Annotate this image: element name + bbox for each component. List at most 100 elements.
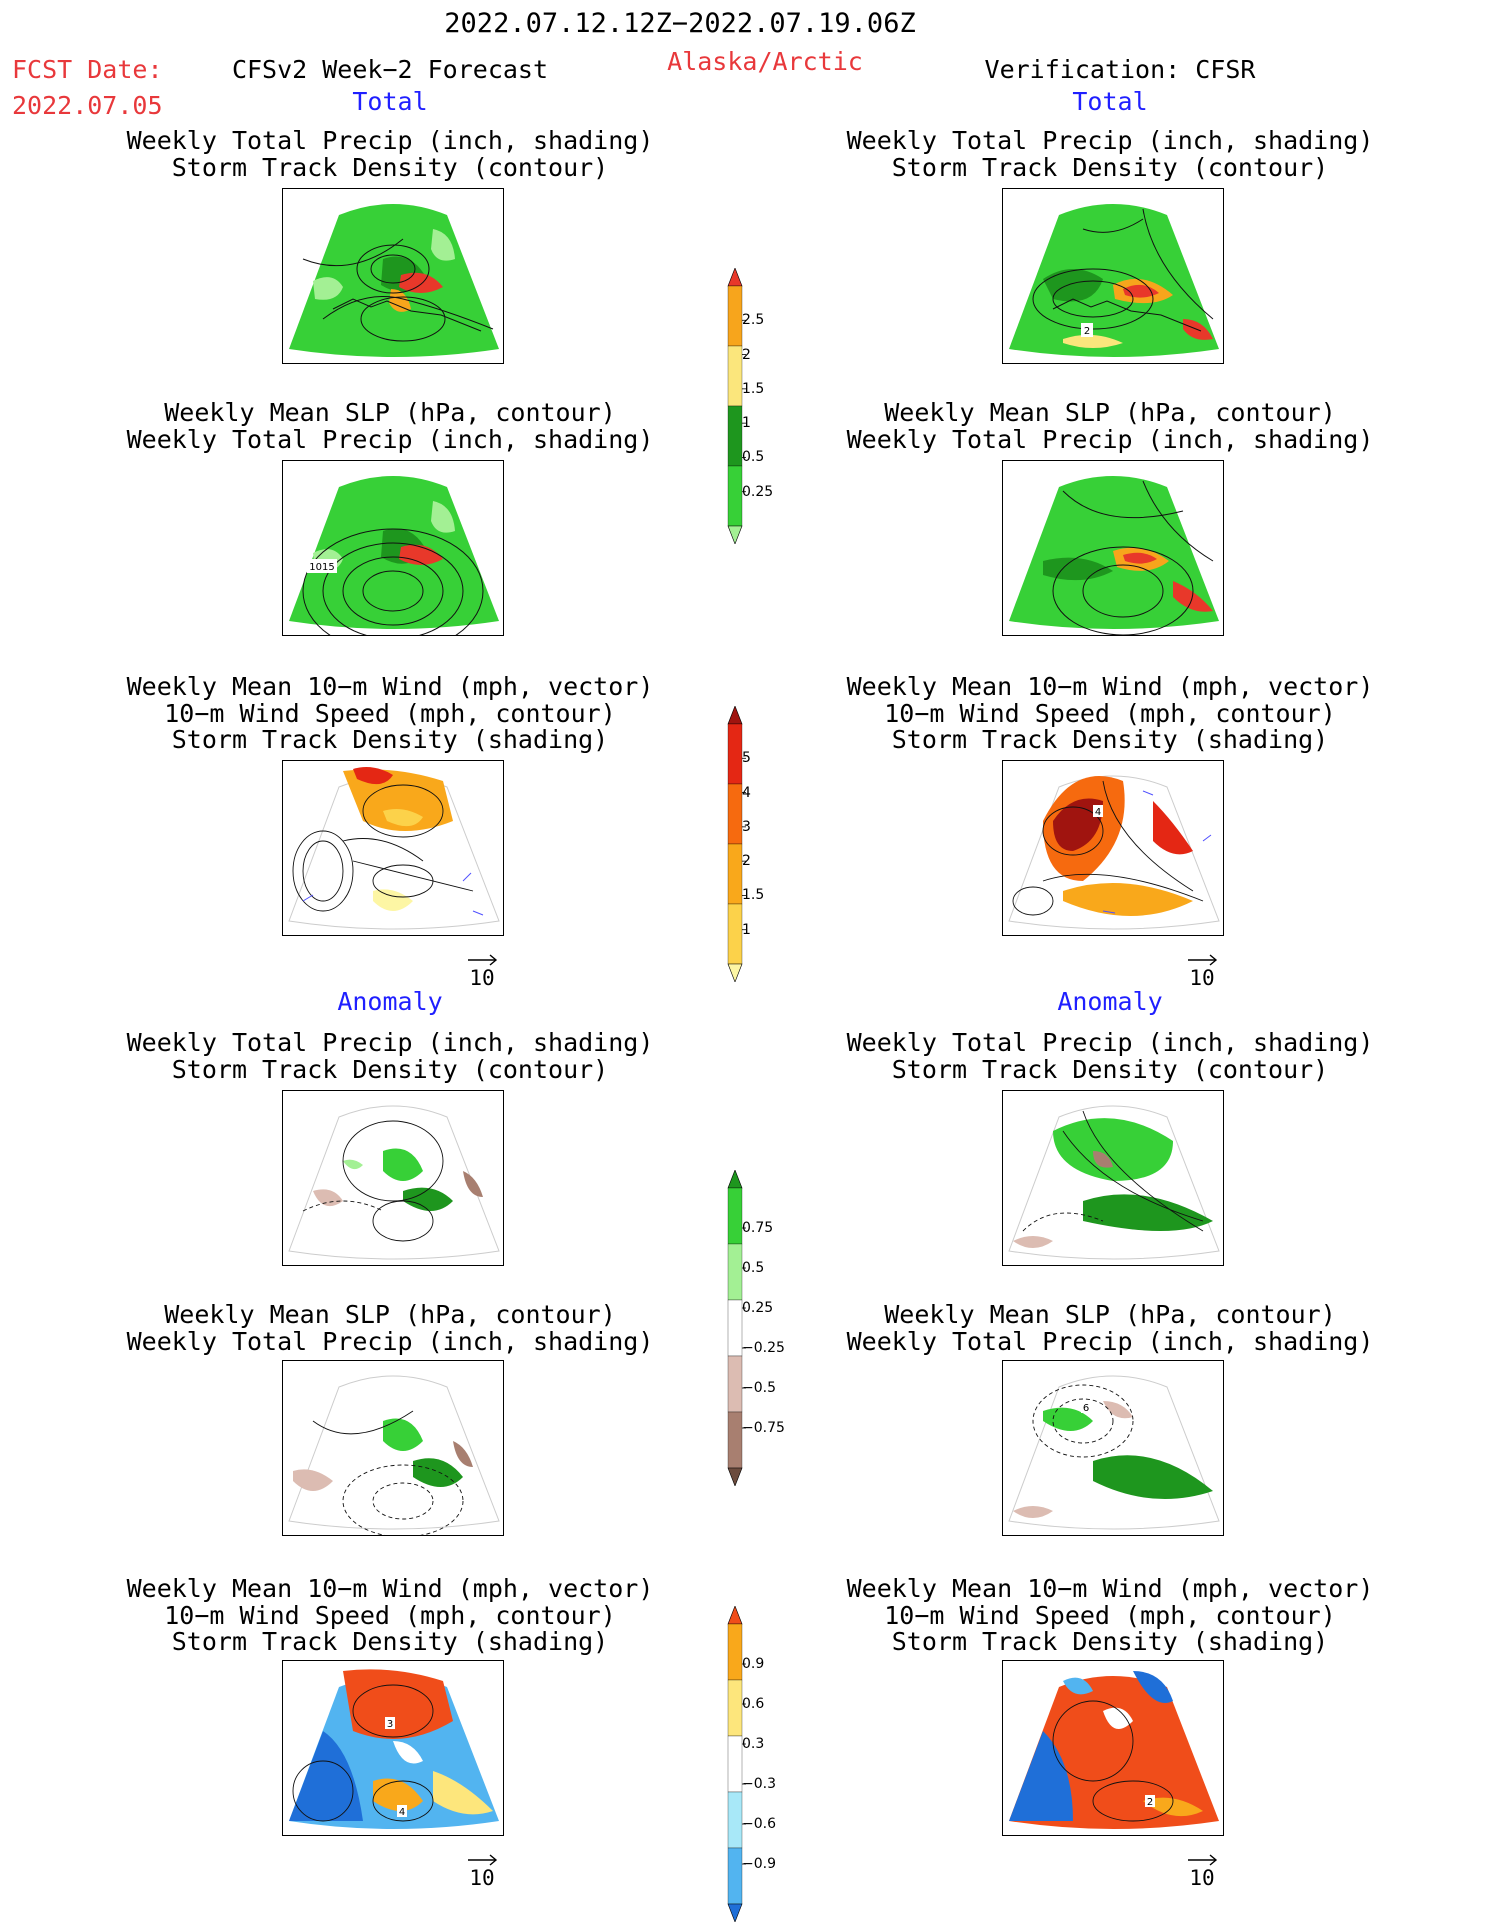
title-total-precip-right: Weekly Total Precip (inch, shading) Stor… xyxy=(820,126,1400,182)
colorbar-label: 2.5 xyxy=(742,312,765,329)
arrow-right-icon xyxy=(468,954,498,966)
map-fcst-anom-slp-precip xyxy=(282,1360,504,1536)
colorbar-label: 2 xyxy=(742,853,751,870)
title-line: Weekly Mean 10−m Wind (mph, vector) xyxy=(846,672,1374,701)
colorbar-wind-anomaly: 0.9 0.6 0.3 −0.3 −0.6 −0.9 xyxy=(722,1606,802,1922)
ref-vector-cfsr-total: 10 xyxy=(1172,954,1232,990)
colorbar-top-tip xyxy=(727,706,743,725)
colorbar-label: 5 xyxy=(742,750,751,767)
contour-label: 3 xyxy=(387,1719,393,1730)
colorbar-label: −0.25 xyxy=(742,1340,785,1356)
colorbar-top-tip xyxy=(727,1606,743,1625)
period-title: 2022.07.12.12Z−2022.07.19.06Z xyxy=(444,8,916,39)
colorbar-top-tip xyxy=(727,268,743,287)
colorbar-segment xyxy=(727,1735,743,1793)
map-cfsr-anom-slp-precip: 6 xyxy=(1002,1360,1224,1536)
title-line: Weekly Total Precip (inch, shading) xyxy=(846,126,1374,155)
colorbar-segment xyxy=(727,783,743,845)
title-total-slp-right: Weekly Mean SLP (hPa, contour) Weekly To… xyxy=(820,398,1400,454)
colorbar-graphic xyxy=(727,1170,746,1486)
map-fcst-anom-wind: 3 4 xyxy=(282,1660,504,1836)
colorbar-total-precip: 2.5 2 1.5 1 0.5 0.25 xyxy=(722,268,802,558)
ref-vector-fcst-total: 10 xyxy=(452,954,512,990)
map-fcst-total-precip-storm xyxy=(282,188,504,364)
colorbar-storm-density: 5 4 3 2 1.5 1 xyxy=(722,706,802,996)
colorbar-bottom-tip xyxy=(727,1467,743,1486)
title-line: Weekly Mean 10−m Wind (mph, vector) xyxy=(126,1574,654,1603)
region-name: Alaska/Arctic xyxy=(667,47,863,76)
section-total-right: Total xyxy=(1072,87,1148,116)
map-image: 6 xyxy=(1008,1375,1220,1530)
title-line: 10−m Wind Speed (mph, contour) xyxy=(884,698,1336,728)
colorbar-label: 1 xyxy=(742,415,751,432)
map-image xyxy=(1008,1105,1220,1260)
map-cfsr-total-slp-precip xyxy=(1002,460,1224,636)
map-fcst-total-slp-precip: 1015 xyxy=(282,460,504,636)
colorbar-label: −0.6 xyxy=(742,1816,776,1832)
map-image xyxy=(1009,476,1219,635)
colorbar-graphic xyxy=(727,1606,746,1922)
colorbar-label: 4 xyxy=(742,784,751,801)
arrow-right-icon xyxy=(1188,954,1218,966)
title-line: Weekly Mean 10−m Wind (mph, vector) xyxy=(126,672,654,701)
title-anom-slp-right: Weekly Mean SLP (hPa, contour) Weekly To… xyxy=(820,1300,1400,1355)
arrow-right-icon xyxy=(468,1854,498,1866)
title-total-wind-right: Weekly Mean 10−m Wind (mph, vector) 10−m… xyxy=(820,672,1400,754)
title-line: 10−m Wind Speed (mph, contour) xyxy=(884,1600,1336,1630)
colorbar-label: 0.3 xyxy=(742,1736,765,1752)
colorbar-segment xyxy=(727,285,743,347)
map-image: 2 xyxy=(1009,204,1219,357)
map-cfsr-anom-wind: 2 xyxy=(1002,1660,1224,1836)
colorbar-segment xyxy=(727,843,743,905)
title-line: Weekly Total Precip (inch, shading) xyxy=(126,126,654,155)
map-cfsr-total-precip-storm: 2 xyxy=(1002,188,1224,364)
title-line: Storm Track Density (shading) xyxy=(171,725,609,754)
title-line: Weekly Total Precip (inch, shading) xyxy=(846,424,1374,454)
title-line: Storm Track Density (shading) xyxy=(891,1627,1329,1656)
ref-vector-label: 10 xyxy=(1189,1866,1215,1890)
colorbar-segment xyxy=(727,1411,743,1469)
colorbar-segment xyxy=(727,405,743,467)
colorbar-label: 0.9 xyxy=(742,1656,765,1672)
title-line: Storm Track Density (contour) xyxy=(171,152,609,182)
fcst-date-label: FCST Date: xyxy=(12,55,163,84)
arrow-right-icon xyxy=(1188,1854,1218,1866)
colorbar-segment xyxy=(727,1623,743,1681)
title-line: Storm Track Density (contour) xyxy=(891,152,1329,182)
contour-label: 4 xyxy=(399,1807,405,1818)
colorbar-precip-anomaly: 0.75 0.5 0.25 −0.25 −0.5 −0.75 xyxy=(722,1170,802,1486)
title-line: Weekly Mean SLP (hPa, contour) xyxy=(884,398,1336,427)
title-total-precip-left: Weekly Total Precip (inch, shading) Stor… xyxy=(100,126,680,182)
title-anom-precip-left: Weekly Total Precip (inch, shading) Stor… xyxy=(100,1028,680,1083)
colorbar-segment xyxy=(727,345,743,407)
colorbar-graphic xyxy=(727,706,746,982)
title-total-slp-left: Weekly Mean SLP (hPa, contour) Weekly To… xyxy=(100,399,680,454)
colorbar-label: 0.25 xyxy=(742,1300,774,1316)
contour-label: 1015 xyxy=(309,562,334,573)
title-line: Storm Track Density (contour) xyxy=(891,1054,1329,1084)
colorbar-bottom-tip xyxy=(727,525,743,544)
colorbar-segment xyxy=(727,1187,743,1245)
colorbar-label: 1.5 xyxy=(742,380,765,397)
colorbar-label: 0.25 xyxy=(742,483,774,500)
colorbar-segment xyxy=(727,1847,743,1905)
title-line: Weekly Total Precip (inch, shading) xyxy=(126,1326,654,1356)
fcst-date-value: 2022.07.05 xyxy=(12,91,163,120)
colorbar-bottom-tip xyxy=(727,963,743,982)
contour-label: 2 xyxy=(1084,326,1090,337)
title-line: Weekly Mean SLP (hPa, contour) xyxy=(884,1300,1336,1329)
map-fcst-total-wind xyxy=(282,760,504,936)
ref-vector-label: 10 xyxy=(469,1866,495,1890)
colorbar-bottom-tip xyxy=(727,1903,743,1922)
title-line: Weekly Total Precip (inch, shading) xyxy=(126,424,654,454)
colorbar-label: −0.75 xyxy=(742,1420,785,1436)
colorbar-label: 0.5 xyxy=(742,449,765,466)
map-image xyxy=(288,1105,500,1260)
title-line: Weekly Mean 10−m Wind (mph, vector) xyxy=(846,1574,1374,1603)
colorbar-segment xyxy=(727,1243,743,1301)
title-line: Storm Track Density (shading) xyxy=(171,1627,609,1656)
colorbar-segment xyxy=(727,723,743,785)
title-line: Weekly Total Precip (inch, shading) xyxy=(126,1028,654,1057)
section-anomaly-right: Anomaly xyxy=(1057,987,1163,1016)
colorbar-label: −0.9 xyxy=(742,1856,776,1872)
